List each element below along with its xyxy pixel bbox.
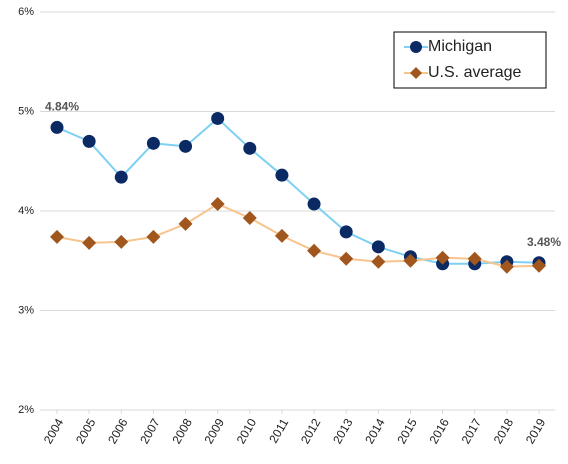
- data-label: 3.48%: [527, 235, 561, 249]
- x-tick-label: 2006: [105, 416, 131, 446]
- x-tick-label: 2010: [234, 416, 260, 446]
- x-tick-label: 2009: [202, 416, 228, 446]
- y-tick-label: 6%: [18, 6, 34, 18]
- x-tick-label: 2015: [394, 416, 420, 446]
- x-tick-label: 2013: [330, 416, 356, 446]
- data-point: [82, 235, 97, 250]
- x-tick-label: 2008: [169, 416, 195, 446]
- series-line: [56, 117, 540, 265]
- x-tick-label: 2007: [137, 416, 163, 446]
- data-point: [435, 250, 450, 265]
- data-point: [403, 253, 418, 268]
- x-tick-label: 2019: [523, 416, 549, 446]
- data-point: [242, 210, 257, 225]
- data-point: [210, 197, 225, 212]
- data-point: [499, 259, 514, 274]
- data-point: [371, 240, 385, 254]
- data-point: [243, 141, 257, 155]
- data-point: [50, 229, 64, 244]
- data-point: [307, 197, 321, 211]
- data-point: [275, 168, 289, 182]
- legend-box: [393, 31, 547, 89]
- data-point: [211, 111, 225, 125]
- data-point: [178, 216, 193, 231]
- data-point: [146, 136, 160, 150]
- data-point: [274, 228, 289, 243]
- x-tick-label: 2018: [491, 416, 517, 446]
- x-tick-label: 2017: [459, 416, 485, 446]
- series-line: [56, 202, 540, 268]
- data-label: 4.84%: [45, 100, 79, 114]
- legend-marker: [410, 41, 422, 53]
- x-tick-label: 2014: [362, 416, 388, 446]
- y-tick-label: 5%: [18, 105, 34, 117]
- x-tick-label: 2011: [266, 416, 291, 446]
- x-tick-label: 2016: [426, 416, 452, 446]
- y-tick-label: 3%: [18, 304, 34, 316]
- x-tick-label: 2004: [41, 416, 67, 446]
- legend-label: U.S. average: [428, 64, 521, 81]
- data-point: [114, 170, 128, 184]
- data-point: [114, 234, 129, 249]
- data-point: [82, 134, 96, 148]
- data-point: [146, 229, 161, 244]
- x-tick-label: 2005: [73, 416, 99, 446]
- y-tick-label: 4%: [18, 205, 34, 217]
- data-point: [50, 120, 64, 134]
- data-point: [339, 251, 354, 266]
- data-point: [179, 139, 193, 153]
- data-point: [339, 225, 353, 239]
- data-point: [532, 258, 546, 273]
- legend-marker: [410, 67, 422, 79]
- legend-label: Michigan: [428, 38, 492, 55]
- data-point: [467, 251, 482, 266]
- x-tick-label: 2012: [298, 416, 324, 446]
- y-tick-label: 2%: [18, 404, 34, 416]
- data-point: [307, 243, 322, 258]
- data-point: [371, 254, 386, 269]
